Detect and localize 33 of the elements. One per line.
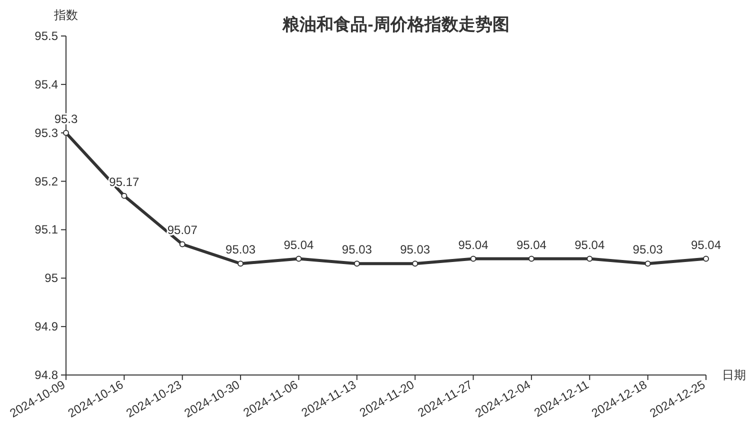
data-label: 95.07 (167, 223, 198, 238)
title: 粮油和食品-周价格指数走势图 (282, 15, 510, 34)
data-label: 95.03 (342, 242, 372, 257)
data-label: 95.03 (400, 242, 430, 257)
y-tick-label: 95.1 (34, 222, 58, 237)
y-tick-label: 95.5 (34, 29, 58, 43)
data-label: 95.03 (632, 242, 664, 257)
point (528, 256, 534, 262)
point (470, 256, 476, 262)
y-tick-label: 95 (44, 271, 58, 286)
point (63, 130, 69, 136)
point (412, 260, 418, 267)
point (296, 256, 302, 262)
point (644, 260, 651, 267)
point (179, 241, 186, 248)
data-label: 95.04 (458, 238, 489, 252)
data-label: 95.04 (516, 238, 547, 252)
xlabel: 日期 (722, 368, 746, 382)
data-label: 95.04 (284, 238, 314, 252)
data-label: 95.04 (574, 238, 605, 252)
ylabel: 指数 (54, 8, 78, 22)
point (238, 260, 244, 267)
y-tick-label: 95.2 (34, 174, 58, 188)
y-tick-label: 95.3 (34, 126, 58, 140)
point (354, 260, 360, 267)
y-tick-label: 95.4 (34, 77, 58, 92)
point (586, 256, 593, 262)
data-label: 95.04 (690, 238, 722, 252)
data-label: 95.03 (226, 242, 256, 257)
y-tick-label: 94.8 (34, 368, 58, 382)
y-tick-label: 94.9 (34, 320, 58, 334)
point (121, 192, 128, 199)
point (703, 256, 709, 262)
